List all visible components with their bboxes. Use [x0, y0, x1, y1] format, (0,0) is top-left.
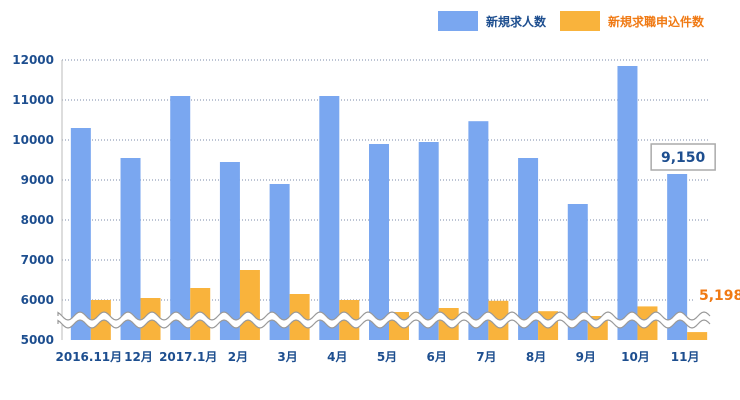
value-callout-box	[650, 143, 716, 171]
y-tick-label: 7000	[21, 253, 54, 267]
bars	[70, 66, 708, 340]
x-tick-label: 4月	[327, 350, 347, 364]
bar-job-openings	[70, 128, 91, 340]
bar-job-openings	[667, 174, 688, 340]
bar-job-openings	[170, 96, 191, 340]
legend-swatch	[438, 11, 478, 31]
axis-break-line	[57, 319, 711, 329]
x-tick-label: 2016.11月	[56, 350, 123, 364]
value-callout: 5,198	[699, 288, 740, 304]
x-tick-label: 8月	[526, 350, 546, 364]
y-tick-label: 11000	[12, 93, 54, 107]
y-tick-label: 9000	[21, 173, 54, 187]
legend-swatch	[560, 11, 600, 31]
bar-job-openings	[617, 66, 638, 340]
y-tick-label: 10000	[12, 133, 54, 147]
y-axis: 5000 6000 7000 8000 9000 10000 11000 12000	[12, 53, 63, 347]
bar-job-openings	[369, 144, 389, 340]
axis-break-band	[58, 312, 710, 328]
bar-job-openings	[319, 96, 340, 340]
bar-job-openings	[518, 158, 539, 340]
x-tick-label: 3月	[277, 350, 297, 364]
legend: 新規求人数 新規求職申込件数	[438, 11, 705, 31]
x-axis: 2016.11月 12月 2017.1月 2月 3月 4月 5月 6月 7月 8月 9月 10月 11月	[56, 350, 700, 364]
legend-label: 新規求職申込件数	[608, 14, 705, 29]
y-tick-label: 8000	[21, 213, 54, 227]
x-tick-label: 9月	[576, 350, 596, 364]
legend-label: 新規求人数	[486, 14, 547, 29]
x-tick-label: 12月	[124, 350, 153, 364]
x-tick-label: 2月	[228, 350, 248, 364]
annotations: 9,150 5,198	[650, 143, 740, 306]
bar-applications	[239, 270, 260, 340]
y-tick-label: 6000	[21, 293, 54, 307]
x-tick-label: 10月	[621, 350, 650, 364]
x-tick-label: 11月	[671, 350, 700, 364]
axis-break	[57, 311, 711, 329]
bar-job-openings	[567, 204, 588, 340]
bar-job-openings	[269, 184, 290, 340]
x-tick-label: 6月	[427, 350, 447, 364]
x-tick-label: 5月	[377, 350, 397, 364]
value-callout: 9,150	[661, 150, 706, 166]
bar-applications	[687, 332, 708, 340]
y-tick-label: 12000	[12, 53, 54, 67]
bar-job-openings	[120, 158, 141, 340]
y-tick-label: 5000	[21, 333, 54, 347]
axis-break-line	[57, 311, 711, 321]
x-tick-label: 2017.1月	[159, 350, 217, 364]
value-callout-box	[693, 282, 740, 306]
x-tick-label: 7月	[476, 350, 496, 364]
bar-job-openings	[468, 121, 489, 340]
bar-job-openings	[418, 142, 439, 340]
bar-job-openings	[219, 162, 240, 340]
